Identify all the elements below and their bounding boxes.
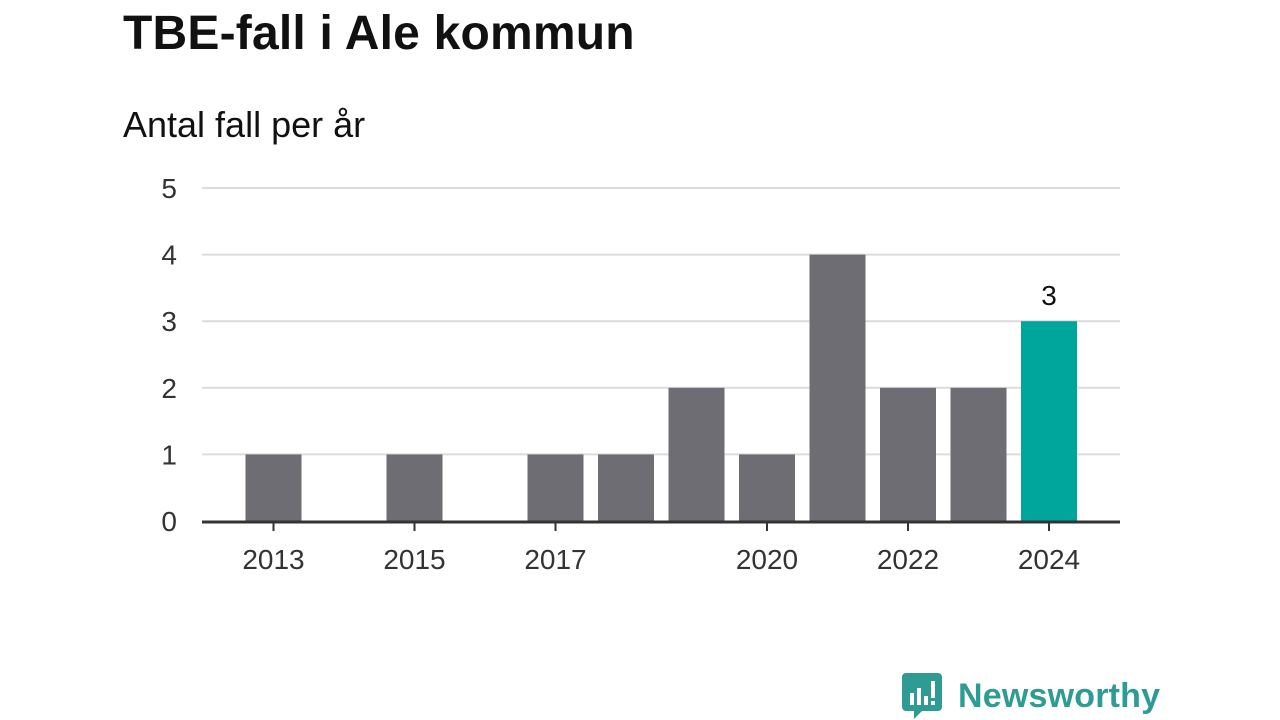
- x-tick-label: 2024: [1018, 544, 1080, 575]
- bar-2018: [598, 454, 654, 521]
- bar-2020: [739, 454, 795, 521]
- bar-2015: [386, 454, 443, 521]
- bar-2013: [245, 454, 302, 521]
- brand-name: Newsworthy: [958, 676, 1161, 715]
- x-tick-label: 2015: [383, 544, 445, 575]
- y-tick-label: 1: [161, 439, 177, 470]
- y-tick-label: 3: [161, 306, 177, 337]
- bar-2021: [809, 254, 866, 521]
- data-label-2024: 3: [1041, 280, 1057, 311]
- chart-title: TBE-fall i Ale kommun: [123, 7, 635, 60]
- x-axis-ticks: 2013 2015 2017 2020 2022 2024: [242, 522, 1080, 575]
- x-tick-label: 2013: [242, 544, 304, 575]
- bar-2019: [668, 387, 725, 521]
- bar-2023: [950, 387, 1007, 521]
- data-labels: 3: [1041, 280, 1057, 311]
- x-tick-label: 2017: [524, 544, 586, 575]
- y-axis-tick-labels: 0 1 2 3 4 5: [161, 173, 177, 537]
- y-tick-label: 0: [161, 506, 177, 537]
- y-tick-label: 2: [161, 373, 177, 404]
- bar-2024: [1021, 321, 1077, 521]
- brand-logo: Newsworthy: [902, 672, 1160, 720]
- x-tick-label: 2022: [877, 544, 939, 575]
- y-tick-label: 4: [161, 240, 177, 271]
- bar-2017: [527, 454, 584, 521]
- x-tick-label: 2020: [736, 544, 798, 575]
- bar-2022: [880, 387, 936, 521]
- bars: [245, 254, 1077, 521]
- y-tick-label: 5: [161, 173, 177, 204]
- chart-subtitle: Antal fall per år: [123, 104, 366, 145]
- newsworthy-logo-icon: [902, 673, 942, 719]
